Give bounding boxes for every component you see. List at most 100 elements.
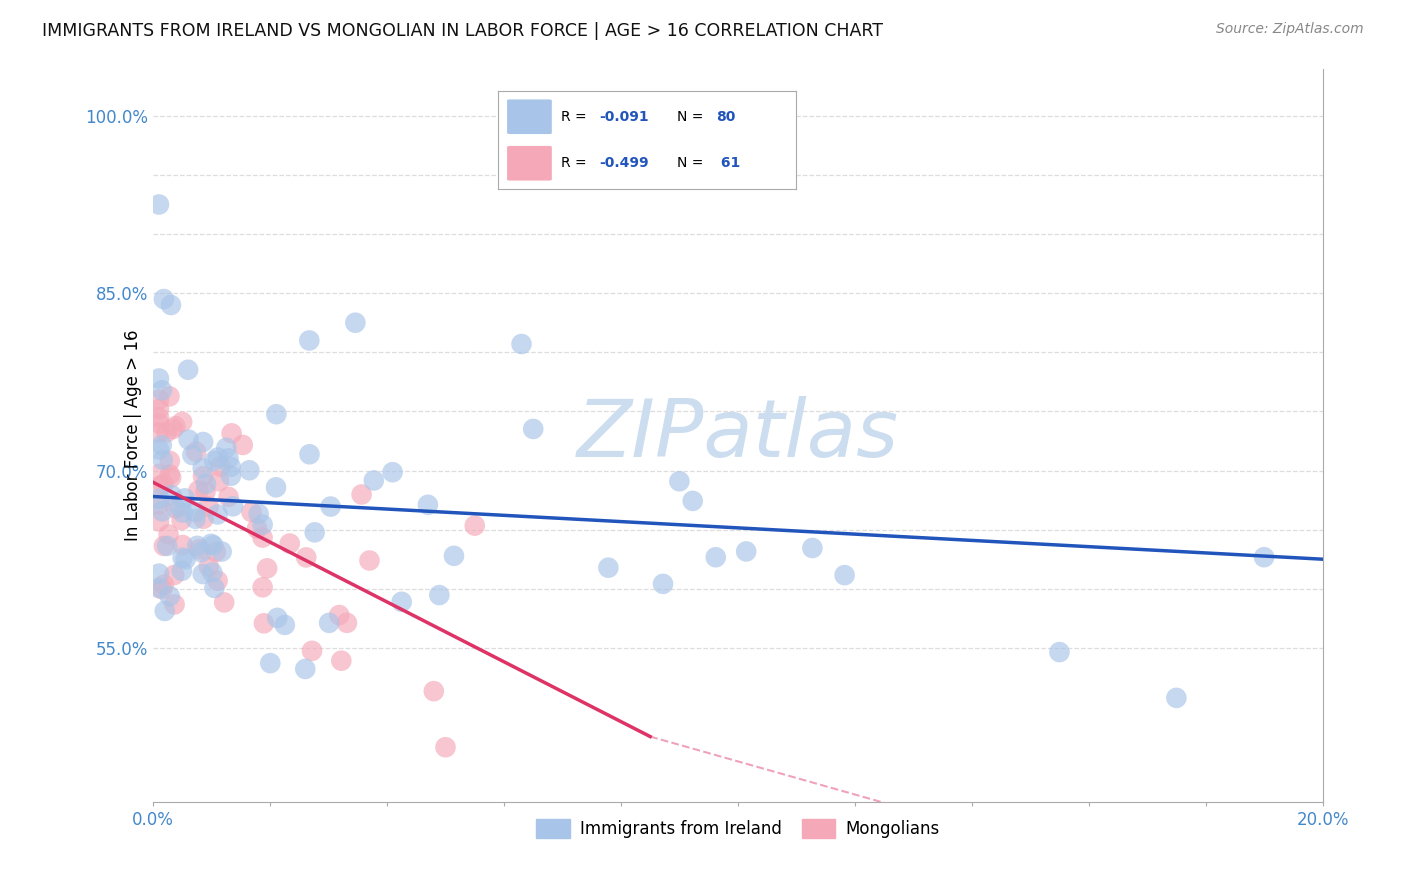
Point [801, 541, 824, 555]
Point [510, 337, 533, 351]
Point [152, 452, 174, 467]
Point [221, 426, 243, 441]
Point [304, 525, 326, 540]
Point [682, 494, 704, 508]
Point [668, 475, 690, 489]
Point [163, 598, 186, 612]
Point [148, 392, 170, 407]
Point [330, 654, 353, 668]
Point [153, 292, 176, 306]
Point [252, 531, 274, 545]
Point [209, 459, 232, 474]
Point [218, 490, 240, 504]
Point [153, 539, 176, 553]
Point [434, 740, 457, 755]
Point [148, 566, 170, 581]
Point [184, 505, 207, 519]
Point [150, 384, 173, 398]
Point [1166, 690, 1188, 705]
Point [162, 422, 184, 436]
Point [148, 402, 170, 417]
Point [150, 504, 173, 518]
Point [259, 656, 281, 670]
Point [172, 538, 194, 552]
Point [219, 459, 242, 474]
Point [172, 506, 194, 520]
Point [150, 582, 173, 596]
Point [148, 371, 170, 385]
Point [704, 550, 727, 565]
Point [252, 517, 274, 532]
Point [427, 588, 450, 602]
Point [194, 485, 217, 500]
Point [298, 334, 321, 348]
Point [148, 197, 170, 211]
Point [298, 447, 321, 461]
Point [350, 487, 373, 501]
Point [152, 477, 174, 491]
Point [172, 415, 194, 429]
Point [207, 574, 229, 588]
Point [148, 581, 170, 595]
Point [202, 581, 225, 595]
Point [160, 488, 183, 502]
Point [191, 469, 214, 483]
Point [318, 615, 340, 630]
Point [240, 505, 263, 519]
Point [200, 537, 222, 551]
Point [184, 512, 207, 526]
Legend: Immigrants from Ireland, Mongolians: Immigrants from Ireland, Mongolians [530, 812, 946, 845]
Point [652, 577, 675, 591]
Point [153, 604, 176, 618]
Point [148, 425, 170, 440]
Point [148, 442, 170, 457]
Point [266, 611, 288, 625]
Point [160, 298, 183, 312]
Point [295, 550, 318, 565]
Point [416, 498, 439, 512]
Point [156, 539, 179, 553]
Point [155, 425, 177, 440]
Point [173, 491, 195, 506]
Point [159, 589, 181, 603]
Point [522, 422, 544, 436]
Point [464, 518, 486, 533]
Point [319, 500, 342, 514]
Point [153, 577, 176, 591]
Point [598, 560, 620, 574]
Point [191, 567, 214, 582]
Point [246, 522, 269, 536]
Point [205, 545, 228, 559]
Point [149, 479, 172, 493]
Point [163, 568, 186, 582]
Point [169, 500, 191, 514]
Point [159, 454, 181, 468]
Point [174, 552, 197, 566]
Point [219, 468, 242, 483]
Text: IMMIGRANTS FROM IRELAND VS MONGOLIAN IN LABOR FORCE | AGE > 16 CORRELATION CHART: IMMIGRANTS FROM IRELAND VS MONGOLIAN IN … [42, 22, 883, 40]
Point [359, 553, 381, 567]
Point [207, 508, 229, 522]
Point [177, 363, 200, 377]
Point [202, 454, 225, 468]
Point [197, 500, 219, 514]
Point [148, 491, 170, 506]
Point [159, 467, 181, 482]
Point [211, 544, 233, 558]
Point [581, 884, 603, 892]
Point [301, 644, 323, 658]
Point [336, 615, 359, 630]
Point [148, 467, 170, 481]
Point [443, 549, 465, 563]
Point [253, 616, 276, 631]
Point [363, 474, 385, 488]
Point [1253, 550, 1275, 565]
Text: Source: ZipAtlas.com: Source: ZipAtlas.com [1216, 22, 1364, 37]
Point [159, 389, 181, 403]
Point [294, 662, 316, 676]
Point [222, 500, 245, 514]
Point [381, 465, 404, 479]
Point [207, 450, 229, 465]
Point [148, 416, 170, 430]
Point [344, 316, 367, 330]
